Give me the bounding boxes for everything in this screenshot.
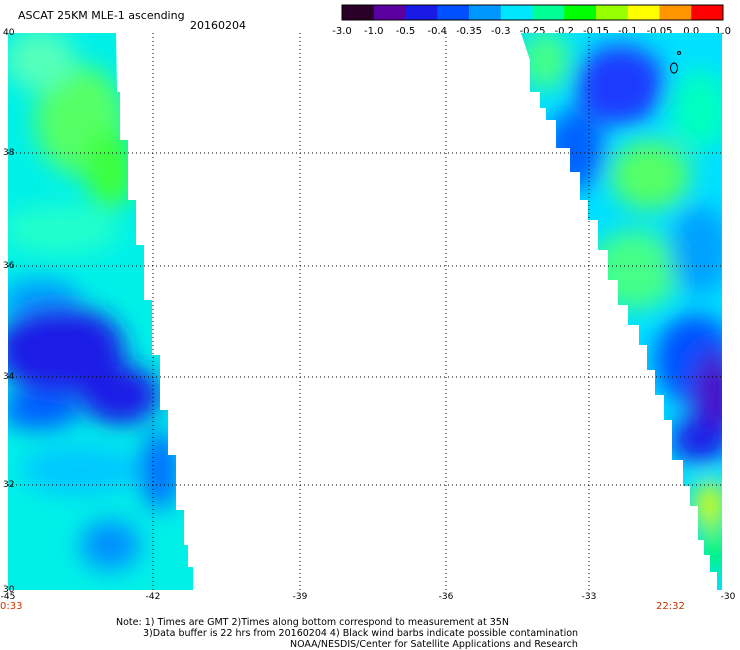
colorbar-cell xyxy=(691,5,724,20)
colorbar-tick-label: -0.5 xyxy=(395,26,416,37)
colorbar-cell xyxy=(373,5,406,20)
note-line-1: Note: 1) Times are GMT 2)Times along bot… xyxy=(116,617,509,628)
colorbar-tick-label: -0.1 xyxy=(617,26,638,37)
colorbar-tick-label: -0.3 xyxy=(490,26,511,37)
colorbar-tick-label: 0.0 xyxy=(683,26,700,37)
colorbar-cell xyxy=(564,5,597,20)
colorbar-tick-label: -1.0 xyxy=(363,26,384,37)
longitude-tick-label: -33 xyxy=(581,592,597,602)
colorbar-tick-label: -0.15 xyxy=(583,26,609,37)
colorbar-frame xyxy=(341,4,724,21)
note-line-3: NOAA/NESDIS/Center for Satellite Applica… xyxy=(290,639,578,650)
latitude-tick-label: 38 xyxy=(3,148,15,158)
start-time: 0:33 xyxy=(0,601,23,612)
colorbar-tick-label: -3.0 xyxy=(332,26,352,37)
latitude-tick-label: 34 xyxy=(3,372,15,382)
map-title: ASCAT 25KM MLE-1 ascending xyxy=(18,9,185,22)
longitude-tick-label: -39 xyxy=(292,592,308,602)
colorbar-tick-label: -0.05 xyxy=(646,26,673,37)
latitude-tick-label: 32 xyxy=(3,480,15,490)
longitude-tick-label: -36 xyxy=(438,592,454,602)
colorbar-cell xyxy=(532,5,565,20)
colorbar xyxy=(341,4,724,21)
note-line-2: 3)Data buffer is 22 hrs from 20160204 4)… xyxy=(143,628,579,639)
colorbar-tick-label: -0.35 xyxy=(456,26,482,37)
longitude-tick-label: -42 xyxy=(145,592,161,602)
colorbar-cell xyxy=(405,5,438,20)
colorbar-cells xyxy=(342,5,724,20)
latitude-tick-label: 36 xyxy=(3,261,15,271)
colorbar-cell xyxy=(437,5,470,20)
colorbar-tick-label: 1.0 xyxy=(715,26,731,37)
longitude-tick-label: -45 xyxy=(0,592,16,602)
colorbar-cell xyxy=(596,5,629,20)
colorbar-cell xyxy=(342,5,375,20)
colorbar-cell xyxy=(627,5,660,20)
map-date: 20160204 xyxy=(190,19,246,32)
colorbar-tick-label: -0.2 xyxy=(554,26,575,37)
colorbar-cell xyxy=(659,5,692,20)
colorbar-cell xyxy=(469,5,502,20)
latitude-tick-label: 30 xyxy=(3,585,15,595)
colorbar-cell xyxy=(500,5,533,20)
contamination-marker xyxy=(670,51,681,74)
lat-lon-grid xyxy=(8,33,722,590)
colorbar-tick-label: -0.4 xyxy=(427,26,448,37)
longitude-tick-label: -30 xyxy=(720,592,736,602)
end-time: 22:32 xyxy=(656,601,685,612)
latitude-tick-label: 40 xyxy=(3,28,15,38)
colorbar-tick-label: -0.25 xyxy=(519,26,546,37)
